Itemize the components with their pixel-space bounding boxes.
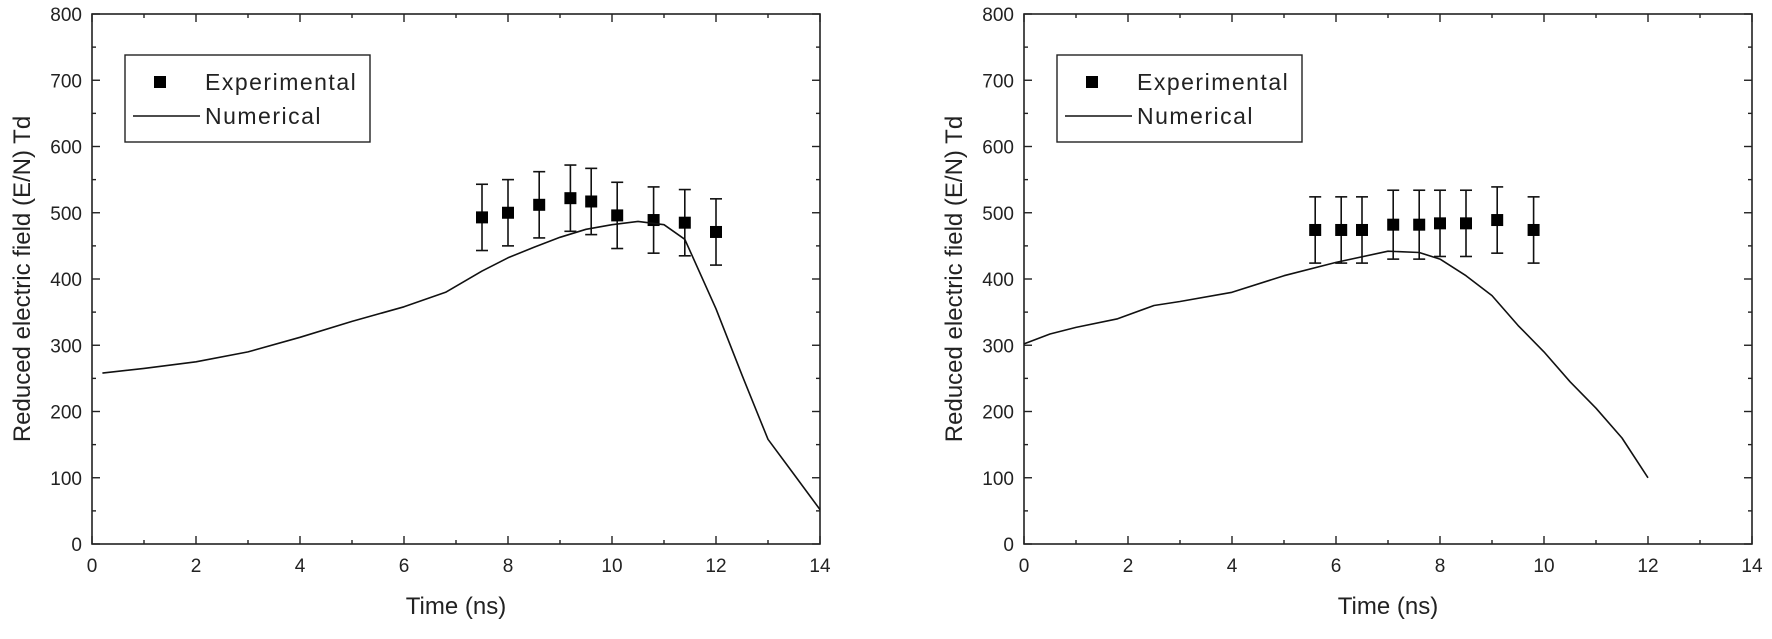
legend-label: Numerical [205,103,322,129]
x-tick-label: 8 [1435,556,1446,577]
data-point-experimental [1434,217,1446,230]
y-tick-label: 800 [982,5,1014,26]
y-tick-label: 100 [982,469,1014,490]
x-tick-label: 2 [191,556,202,577]
data-point-experimental [1460,217,1472,230]
series-line-numerical [102,220,821,511]
legend-label: Experimental [205,69,357,95]
x-tick-label: 10 [1533,556,1554,577]
y-tick-label: 100 [50,469,82,490]
y-tick-label: 400 [982,270,1014,291]
y-tick-label: 200 [982,403,1014,424]
y-tick-label: 200 [50,403,82,424]
y-tick-label: 700 [50,71,82,92]
data-point-experimental [476,211,488,224]
x-tick-label: 12 [1637,556,1658,577]
data-point-experimental [1335,223,1348,236]
y-tick-label: 0 [71,535,82,556]
y-tick-label: 300 [50,336,82,357]
x-axis-title: Time (ns) [1338,593,1438,620]
y-tick-label: 500 [50,204,82,225]
y-tick-label: 800 [50,5,82,26]
data-point-experimental [533,198,546,211]
y-tick-label: 700 [982,71,1014,92]
data-point-experimental [1491,214,1504,227]
legend: Experimental Numerical [124,54,371,143]
y-axis-title: Reduced electric field (E/N) Td [941,116,968,442]
legend-swatch-marker [1086,76,1098,88]
chart-panel-1: 0 2 4 6 8 10 12 14 0 100 200 300 400 500 600 700 800 Time… [9,5,831,620]
legend-box [124,54,371,143]
data-point-experimental [1413,218,1426,231]
x-tick-label: 6 [1331,556,1342,577]
data-point-experimental [502,206,514,219]
data-point-experimental [564,192,577,205]
x-tick-label: 8 [503,556,514,577]
x-tick-label: 14 [1741,556,1763,577]
data-point-experimental [1309,223,1322,236]
legend-label: Experimental [1137,69,1289,95]
x-tick-label: 6 [399,556,410,577]
data-point-experimental [1387,218,1400,231]
data-point-experimental [678,216,691,229]
y-tick-label: 500 [982,204,1014,225]
x-tick-label: 0 [1019,556,1030,577]
x-tick-label: 4 [295,556,306,577]
data-point-experimental [611,209,624,222]
y-tick-label: 400 [50,270,82,291]
y-tick-label: 0 [1003,535,1014,556]
x-tick-label: 4 [1227,556,1238,577]
chart-panel-2: 0 2 4 6 8 10 12 14 0 100 200 300 400 500 600 700 800 Time… [941,5,1763,620]
legend-box [1056,54,1303,143]
x-tick-label: 12 [705,556,726,577]
y-tick-label: 300 [982,336,1014,357]
data-point-experimental [1356,223,1368,236]
legend-label: Numerical [1137,103,1254,129]
legend: Experimental Numerical [1056,54,1303,143]
series-line-numerical [1023,250,1649,479]
data-point-experimental [710,225,722,238]
y-tick-label: 600 [50,138,82,159]
x-tick-label: 0 [87,556,98,577]
data-point-experimental [1527,223,1540,236]
y-tick-label: 600 [982,138,1014,159]
y-axis-title: Reduced electric field (E/N) Td [9,116,36,442]
x-tick-label: 2 [1123,556,1134,577]
x-tick-label: 14 [809,556,831,577]
x-axis-title: Time (ns) [406,593,506,620]
legend-swatch-marker [154,76,166,88]
data-point-experimental [585,195,598,208]
x-tick-label: 10 [601,556,622,577]
